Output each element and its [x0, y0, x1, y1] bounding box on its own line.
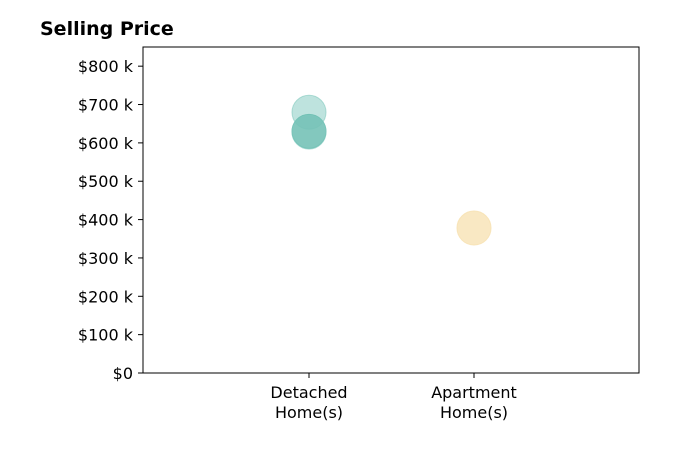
y-tick-label: $200 k: [78, 287, 134, 306]
x-tick-label: Apartment Home(s): [431, 383, 517, 422]
chart-title: Selling Price: [40, 18, 174, 40]
data-point: [291, 114, 327, 150]
y-tick-label: $500 k: [78, 172, 134, 191]
y-tick-label: $600 k: [78, 134, 134, 153]
y-tick-label: $700 k: [78, 96, 134, 115]
y-tick-label: $300 k: [78, 249, 134, 268]
x-tick-label: Detached Home(s): [270, 383, 347, 422]
y-tick-label: $800 k: [78, 57, 134, 76]
plot-frame: [142, 46, 640, 374]
data-point: [456, 210, 492, 246]
y-tick-label: $100 k: [78, 326, 134, 345]
y-tick-label: $0: [113, 364, 133, 383]
y-tick-label: $400 k: [78, 211, 134, 230]
